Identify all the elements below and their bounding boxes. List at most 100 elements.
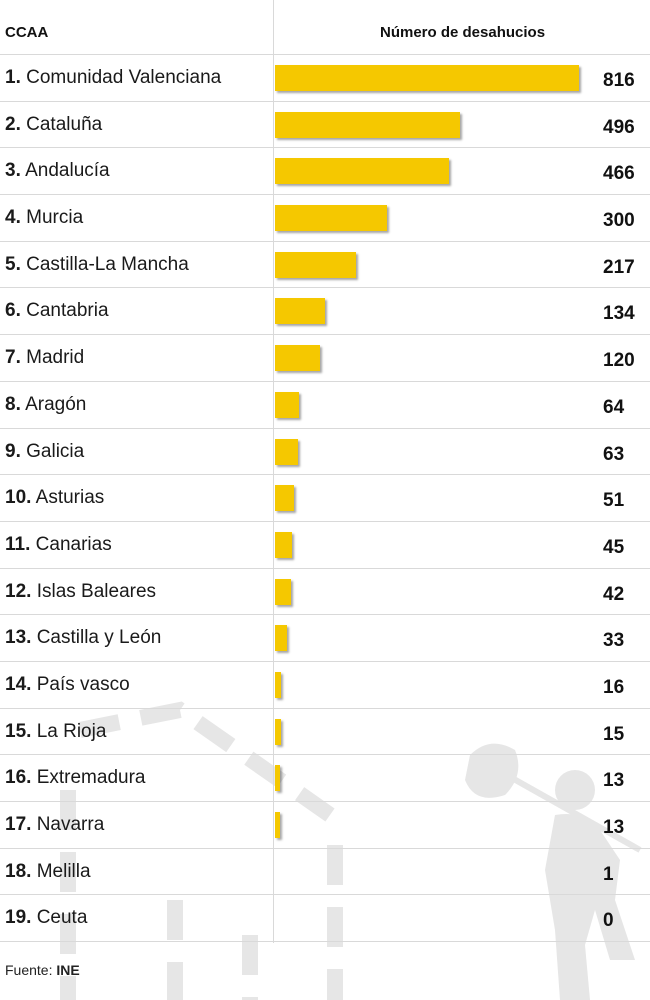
table-row: 12. Islas Baleares 42 [0, 569, 650, 616]
bar [275, 438, 298, 465]
rank-number: 4. [5, 207, 21, 229]
rank-number: 13. [5, 627, 32, 649]
bar [275, 718, 281, 745]
rank-number: 12. [5, 580, 32, 602]
value-label: 64 [603, 396, 625, 418]
table-row: 2. Cataluña 496 [0, 102, 650, 149]
rank-number: 18. [5, 860, 32, 882]
region-name: La Rioja [36, 720, 107, 742]
category-label: 5. Castilla-La Mancha [5, 254, 189, 276]
region-name: Comunidad Valenciana [26, 67, 222, 88]
value-label: 466 [603, 163, 635, 185]
bar [275, 531, 292, 558]
bar [275, 298, 325, 325]
value-label: 45 [603, 536, 625, 558]
value-label: 300 [603, 210, 635, 232]
category-label: 2. Cataluña [5, 114, 102, 136]
table-row: 10. Asturias 51 [0, 475, 650, 522]
region-name: Galicia [26, 440, 85, 462]
rank-number: 19. [5, 907, 32, 929]
bar [275, 485, 294, 512]
value-label: 816 [603, 70, 635, 91]
value-label: 63 [603, 443, 625, 465]
category-label: 18. Melilla [5, 861, 91, 883]
category-label: 9. Galicia [5, 441, 84, 463]
rank-number: 9. [5, 440, 21, 462]
bar [275, 625, 287, 652]
value-label: 15 [603, 723, 625, 745]
category-label: 3. Andalucía [5, 160, 110, 182]
table-row: 3. Andalucía 466 [0, 148, 650, 196]
table-row: 17. Navarra 13 [0, 802, 650, 849]
category-label: 11. Canarias [5, 534, 112, 556]
region-name: Islas Baleares [36, 580, 157, 602]
rank-number: 11. [5, 533, 31, 555]
category-label: 6. Cantabria [5, 300, 109, 322]
category-label: 17. Navarra [5, 814, 104, 836]
region-name: Castilla y León [36, 627, 162, 649]
rank-number: 14. [5, 673, 32, 695]
region-name: Aragón [25, 393, 87, 415]
value-label: 51 [603, 490, 625, 512]
rank-number: 16. [5, 767, 32, 789]
bar [275, 812, 280, 838]
value-label: 42 [603, 583, 625, 605]
rank-number: 8. [5, 393, 21, 415]
value-label: 0 [603, 910, 614, 932]
category-label: 1. Comunidad Valenciana [5, 67, 221, 89]
rank-number: 7. [5, 347, 21, 369]
table-row: 15. La Rioja 15 [0, 709, 650, 756]
table-row: 16. Extremadura 13 [0, 755, 650, 802]
region-name: Andalucía [25, 160, 110, 182]
category-label: 16. Extremadura [5, 767, 145, 789]
region-name: Asturias [35, 487, 105, 509]
region-name: Cataluña [26, 113, 103, 135]
rank-number: 1. [5, 67, 21, 88]
rank-number: 2. [5, 113, 21, 135]
rank-number: 15. [5, 720, 32, 742]
rank-number: 5. [5, 253, 21, 275]
category-label: 12. Islas Baleares [5, 581, 156, 603]
category-label: 7. Madrid [5, 347, 84, 369]
bar [275, 111, 460, 138]
value-label: 16 [603, 676, 625, 698]
bar [275, 205, 387, 232]
table-row: 5. Castilla-La Mancha 217 [0, 242, 650, 289]
table-row: 7. Madrid 120 [0, 335, 650, 382]
bar [275, 391, 299, 418]
rank-number: 3. [5, 160, 21, 182]
region-name: Canarias [35, 533, 112, 555]
value-label: 134 [603, 303, 635, 325]
category-label: 4. Murcia [5, 207, 83, 229]
table-row: 4. Murcia 300 [0, 195, 650, 242]
column-header-region: CCAA [5, 24, 49, 41]
table-row: 11. Canarias 45 [0, 522, 650, 569]
rank-number: 10. [5, 487, 32, 509]
value-label: 13 [603, 817, 625, 838]
category-label: 14. País vasco [5, 674, 130, 696]
category-label: 15. La Rioja [5, 721, 106, 743]
region-name: Melilla [36, 860, 91, 882]
table-row: 1. Comunidad Valenciana 816 [0, 55, 650, 102]
region-name: Extremadura [36, 767, 146, 789]
region-name: Ceuta [36, 907, 88, 929]
bar-rows: 1. Comunidad Valenciana 816 2. Cataluña 496… [0, 55, 650, 943]
bar [275, 671, 281, 698]
region-name: Cantabria [26, 300, 109, 322]
rank-number: 6. [5, 300, 21, 322]
source-value: INE [56, 962, 80, 978]
source-note: Fuente: INE [5, 962, 80, 978]
bar [275, 578, 291, 605]
value-label: 1 [603, 863, 614, 885]
region-name: País vasco [36, 673, 130, 695]
table-row: 6. Cantabria 134 [0, 288, 650, 336]
column-header-value: Número de desahucios [380, 24, 546, 41]
region-name: Murcia [26, 207, 84, 229]
column-divider [273, 0, 274, 943]
bar [275, 345, 320, 372]
value-label: 120 [603, 350, 635, 372]
table-row: 13. Castilla y León 33 [0, 615, 650, 662]
bar [275, 158, 449, 185]
table-row: 18. Melilla 1 [0, 849, 650, 896]
category-label: 8. Aragón [5, 394, 86, 416]
